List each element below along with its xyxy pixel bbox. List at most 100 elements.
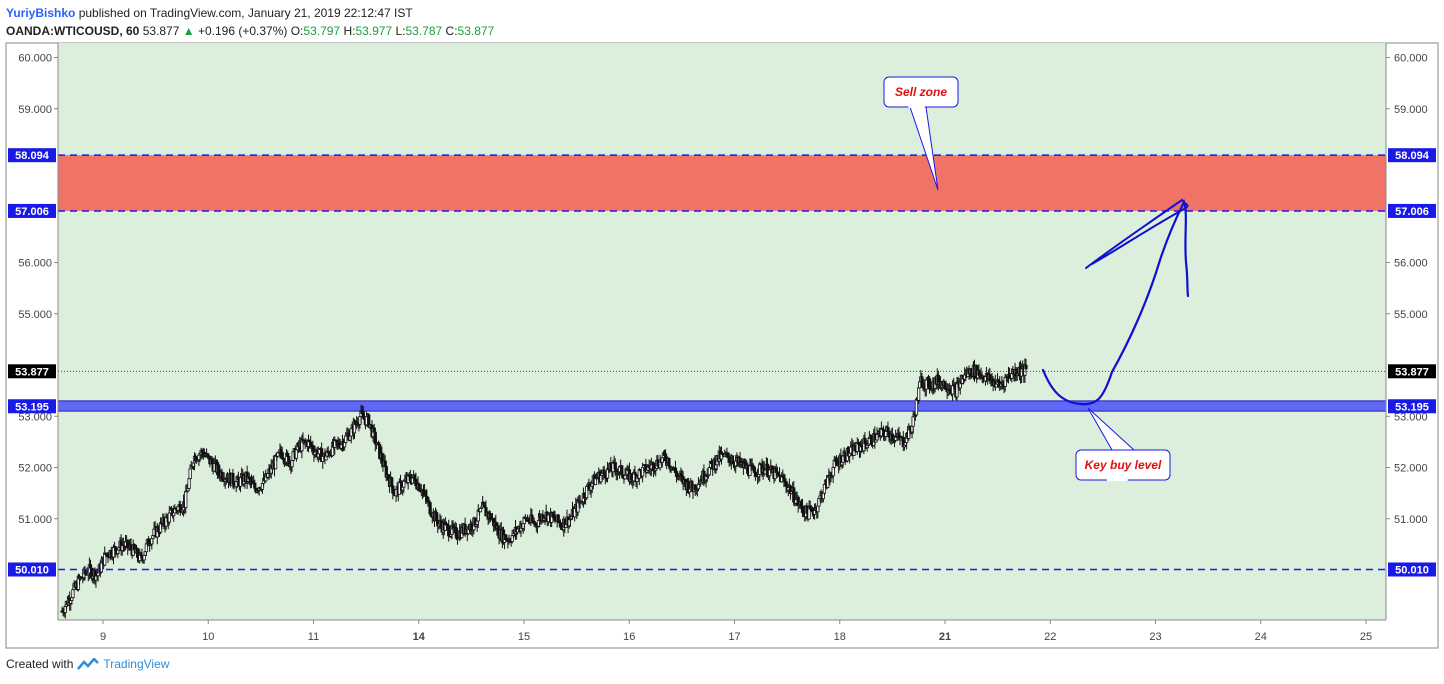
y-tick-label-right: 56.000 (1394, 258, 1428, 270)
y-tick-label-right: 59.000 (1394, 104, 1428, 116)
y-tick-label-right: 55.000 (1394, 309, 1428, 321)
open-label: O: (290, 24, 304, 38)
price-tag-label: 57.006 (1395, 206, 1429, 218)
price-tag-label: 58.094 (15, 150, 50, 162)
candle-body (184, 490, 188, 509)
buy-level-tag-left: 53.195 (8, 399, 56, 414)
y-tick-label-left: 60.000 (18, 53, 52, 65)
candle-body (96, 572, 100, 577)
current-price-tag-left: 53.877 (8, 364, 56, 379)
price-tag-label: 57.006 (15, 206, 49, 218)
high-value: 53.977 (355, 24, 393, 38)
candles-layer (60, 358, 1028, 619)
chart-header: YuriyBishko published on TradingView.com… (6, 4, 494, 40)
candle-body (1024, 364, 1028, 370)
candle-body (187, 478, 191, 489)
y-tick-label-right: 52.000 (1394, 463, 1428, 475)
price-tag-bg (1388, 562, 1436, 577)
price-tag-label: 53.877 (15, 366, 49, 378)
author-link[interactable]: YuriyBishko (6, 6, 76, 20)
candle-body (402, 480, 406, 488)
open-value: 53.797 (303, 24, 341, 38)
x-tick-label: 10 (202, 631, 214, 643)
high-label: H: (343, 24, 356, 38)
low-label: L: (395, 24, 406, 38)
price-tag-label: 53.877 (1395, 366, 1429, 378)
price-tag-label: 53.195 (1395, 401, 1429, 413)
candle-body (726, 452, 730, 458)
tradingview-brand[interactable]: TradingView (103, 657, 170, 671)
price-tag-bg (1388, 399, 1436, 414)
published-text: published on TradingView.com, January 21… (78, 6, 413, 20)
price-tag-bg (8, 399, 56, 414)
symbol-name[interactable]: OANDA:WTICOUSD, 60 (6, 24, 140, 38)
x-tick-label: 21 (939, 631, 951, 643)
price-tag-bg (8, 148, 56, 163)
level-tag-left: 57.006 (8, 203, 56, 218)
candle-body (344, 435, 348, 443)
price-tag-bg (8, 562, 56, 577)
x-tick-label: 24 (1255, 631, 1267, 643)
price-tag-label: 58.094 (1395, 150, 1430, 162)
candle-body (914, 398, 919, 416)
last-price: 53.877 (142, 24, 180, 38)
projection-arrow-stroke (1085, 198, 1189, 269)
candle-body (623, 474, 627, 480)
candle-body (917, 387, 921, 401)
y-tick-label-left: 53.000 (18, 411, 52, 423)
symbol-line: OANDA:WTICOUSD, 60 53.877 ▲ +0.196 (+0.3… (6, 22, 494, 40)
low-value: 53.787 (405, 24, 443, 38)
y-tick-label-left: 55.000 (18, 309, 52, 321)
x-tick-label: 15 (518, 631, 530, 643)
y-tick-label-right: 60.000 (1394, 53, 1428, 65)
price-chart[interactable]: 60.000 60.000 59.000 59.000 56.000 56.000 55.0… (0, 0, 1444, 650)
callout-text: Sell zone (895, 85, 947, 99)
close-label: C: (445, 24, 458, 38)
candle-body (142, 554, 146, 561)
key-buy-level-callout[interactable]: Key buy level (1075, 407, 1171, 481)
callout-pointer (1087, 407, 1135, 451)
price-tag-bg (8, 364, 56, 379)
x-tick-label: 18 (834, 631, 846, 643)
tradingview-logo-icon (77, 658, 100, 670)
callout-joint (1107, 478, 1128, 481)
publish-line: YuriyBishko published on TradingView.com… (6, 4, 494, 22)
candle-body (188, 468, 192, 480)
plot-area[interactable] (58, 43, 1386, 620)
price-tag-label: 53.195 (15, 401, 49, 413)
level-tag-left: 58.094 (8, 148, 56, 163)
price-change: +0.196 (+0.37%) (197, 24, 288, 38)
x-tick-label: 16 (623, 631, 635, 643)
price-tag-label: 50.010 (15, 564, 49, 576)
x-tick-label: 23 (1149, 631, 1161, 643)
candle-body (890, 433, 894, 441)
y-tick-label-left: 51.000 (18, 514, 52, 526)
callout-joint (908, 105, 925, 108)
x-tick-label: 14 (413, 631, 426, 643)
y-tick-label-right: 51.000 (1394, 514, 1428, 526)
y-tick-label-left: 59.000 (18, 104, 52, 116)
footer: Created with TradingView (6, 657, 169, 671)
price-tag-bg (8, 203, 56, 218)
sell-zone-rect (58, 155, 1386, 211)
level-tag-left: 50.010 (8, 562, 56, 577)
sell-zone-callout[interactable]: Sell zone (883, 76, 959, 191)
current-price-tag-right: 53.877 (1388, 364, 1436, 379)
x-tick-label: 22 (1044, 631, 1056, 643)
x-tick-label: 25 (1360, 631, 1372, 643)
buy-level-tag-right: 53.195 (1388, 399, 1436, 414)
callout-pointer (909, 106, 939, 191)
key-buy-band (57, 400, 1387, 412)
y-tick-label-right: 53.000 (1394, 411, 1428, 423)
y-tick-label-left: 52.000 (18, 463, 52, 475)
close-value: 53.877 (457, 24, 495, 38)
price-projection-stroke (1041, 199, 1190, 406)
candle-body (390, 477, 394, 487)
up-arrow-icon: ▲ (182, 24, 195, 38)
candle-body (884, 430, 888, 437)
x-tick-label: 17 (728, 631, 740, 643)
level-tag-right: 58.094 (1388, 148, 1436, 163)
price-tag-bg (1388, 364, 1436, 379)
y-tick-label-left: 56.000 (18, 258, 52, 270)
x-tick-label: 11 (308, 631, 319, 643)
